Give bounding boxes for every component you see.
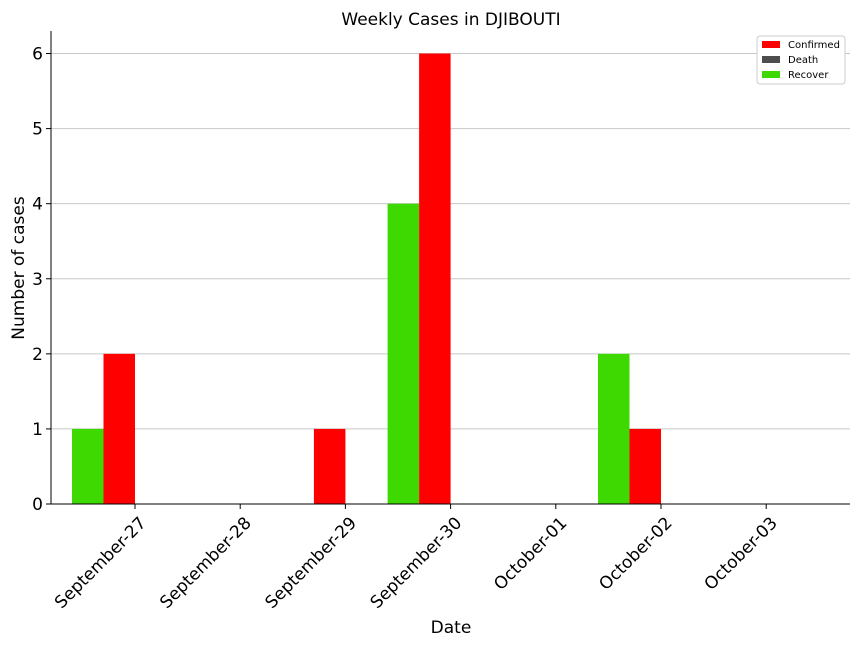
y-tick-label: 0 <box>32 495 43 515</box>
bar-confirmed-october-02 <box>629 428 661 504</box>
x-ticks: September-27 September-28 September-29 Sept… <box>51 504 782 613</box>
x-tick-label: October-01 <box>490 513 571 594</box>
bar-recover-october-02 <box>598 353 630 504</box>
y-tick-label: 5 <box>32 120 43 140</box>
legend-swatch-death <box>762 56 780 63</box>
x-tick-label: September-27 <box>51 513 150 612</box>
chart-title: Weekly Cases in DJIBOUTI <box>341 10 560 30</box>
bars <box>72 53 661 505</box>
x-tick-label: September-28 <box>156 513 255 612</box>
y-ticks: 0 1 2 3 4 5 6 <box>32 45 51 515</box>
bar-recover-september-27 <box>72 428 104 504</box>
bar-recover-september-30 <box>387 203 420 504</box>
x-tick-label: September-29 <box>261 513 360 612</box>
y-tick-label: 4 <box>32 195 43 215</box>
x-tick-label: October-02 <box>595 513 676 594</box>
x-axis-label: Date <box>431 618 472 638</box>
y-tick-label: 1 <box>32 420 43 440</box>
legend-label-confirmed: Confirmed <box>788 40 840 51</box>
y-tick-label: 3 <box>32 270 43 290</box>
legend-swatch-recover <box>762 71 780 78</box>
x-tick-label: September-30 <box>367 513 466 612</box>
y-tick-label: 6 <box>32 45 43 65</box>
bar-confirmed-september-29 <box>313 428 346 504</box>
x-tick-label: October-03 <box>701 513 782 594</box>
bar-confirmed-september-27 <box>103 353 135 504</box>
legend-swatch-confirmed <box>762 41 780 48</box>
bar-confirmed-september-30 <box>419 53 451 505</box>
y-axis-label: Number of cases <box>9 196 29 340</box>
legend: Confirmed Death Recover <box>756 35 846 85</box>
legend-label-death: Death <box>788 55 818 66</box>
y-tick-label: 2 <box>32 345 43 365</box>
legend-label-recover: Recover <box>788 70 829 81</box>
